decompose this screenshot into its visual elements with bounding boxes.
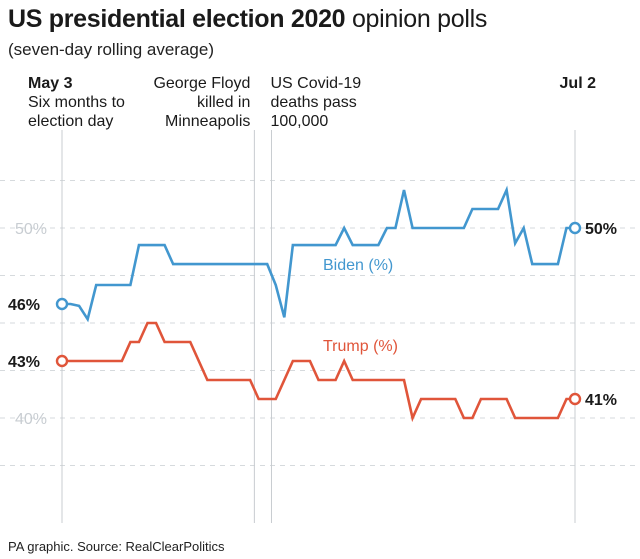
event-date: May 3 [28, 75, 73, 92]
trump-series-label: Trump (%) [323, 338, 398, 355]
event-label: George Floyd [153, 75, 250, 92]
event-label: deaths pass [270, 94, 356, 111]
event-layer: May 3 Six months to election day George Flo… [28, 75, 596, 523]
start-value-label: 43% [8, 354, 40, 371]
series-start-marker [55, 354, 69, 368]
y-tick-label: 50% [15, 221, 47, 238]
title-bold: US presidential election 2020 [8, 5, 346, 33]
label-layer: 46% 50% 43% 41% Biden (%) Trump (%) [8, 221, 617, 409]
grid-layer: 50% 40% [0, 180, 640, 466]
event-label: 100,000 [270, 113, 328, 130]
event-label: Minneapolis [165, 113, 250, 130]
event-label: US Covid-19 [270, 75, 361, 92]
event-label: Six months to [28, 94, 125, 111]
chart-title: US presidential election 2020 opinion po… [8, 5, 487, 34]
event-label: election day [28, 113, 113, 130]
series-end-marker [568, 221, 582, 235]
biden-line [62, 185, 575, 323]
event-date: Jul 2 [560, 75, 597, 92]
series-start-marker [55, 297, 69, 311]
start-value-label: 46% [8, 297, 40, 314]
source-note: PA graphic. Source: RealClearPolitics [8, 539, 225, 554]
y-tick-label: 40% [15, 411, 47, 428]
event-label: killed in [197, 94, 250, 111]
end-value-label: 41% [585, 392, 617, 409]
chart-subtitle: (seven-day rolling average) [8, 40, 214, 59]
title-rest: opinion polls [351, 5, 488, 33]
trump-line [62, 321, 575, 423]
biden-series-label: Biden (%) [323, 257, 393, 274]
series-layer [55, 185, 582, 423]
end-value-label: 50% [585, 221, 617, 238]
series-end-marker [568, 392, 582, 406]
